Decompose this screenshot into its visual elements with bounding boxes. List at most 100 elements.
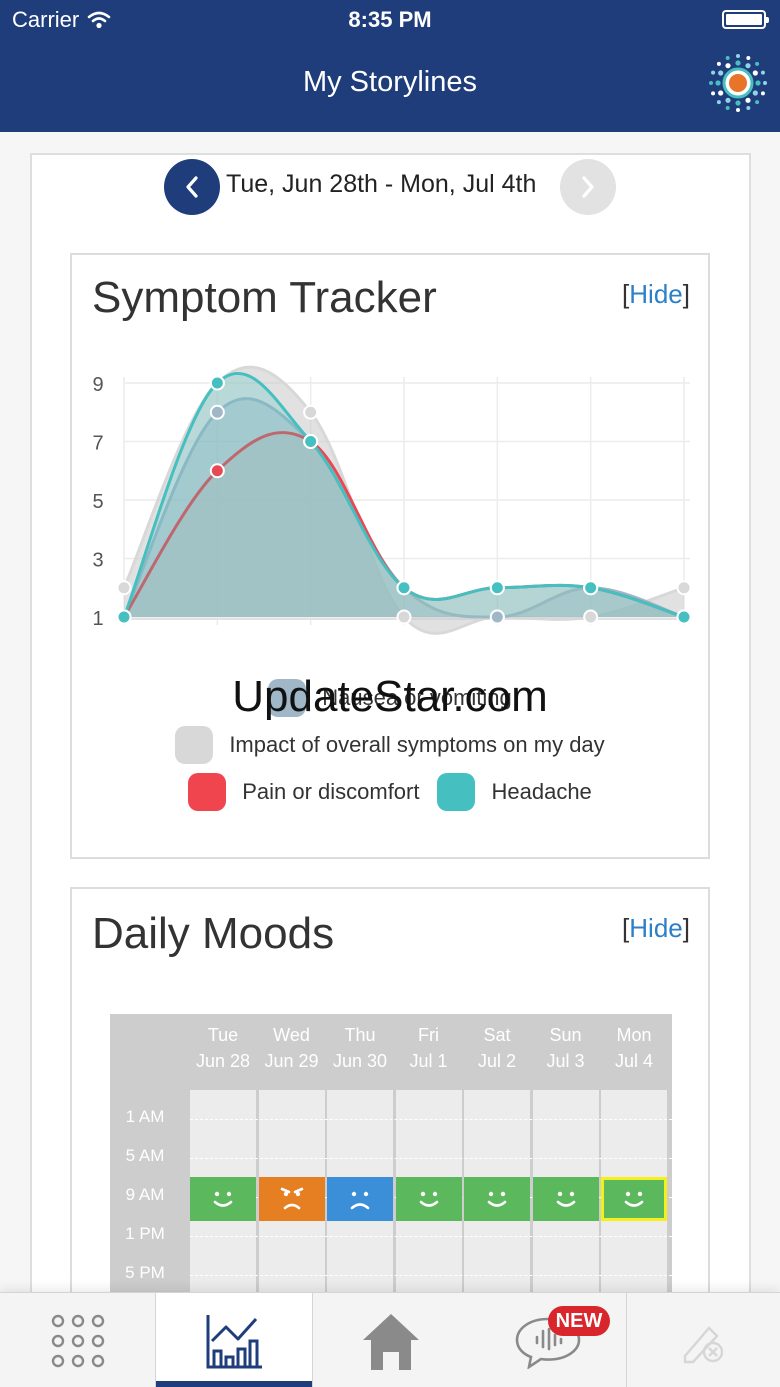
day-date: Jul 4: [614, 1051, 654, 1071]
time-row-line: [190, 1275, 672, 1276]
day-date: Jul 2: [477, 1051, 517, 1071]
day-date: Jul 3: [546, 1051, 585, 1071]
time-label: 5 PM: [125, 1263, 165, 1282]
point-impact-of-overall-symptoms-on-my-day[interactable]: [583, 609, 599, 625]
day-name: Mon: [616, 1025, 652, 1045]
legend-swatch-nausea: [268, 679, 307, 717]
time-label: 5 AM: [125, 1146, 165, 1165]
day-date: Jun 30: [332, 1051, 388, 1071]
legend-swatch-impact: [175, 726, 214, 764]
y-tick-label: 7: [92, 433, 103, 455]
symptom-tracker-hide-link[interactable]: [Hide]: [622, 279, 690, 310]
hide-label[interactable]: Hide: [629, 913, 683, 943]
legend-label-headache: Headache: [491, 779, 592, 804]
mood-entry-sad[interactable]: [327, 1177, 393, 1221]
point-headache[interactable]: [489, 580, 505, 596]
new-badge: NEW: [548, 1306, 610, 1336]
point-nausea-or-vomiting[interactable]: [489, 609, 505, 625]
day-date: Jun 28: [195, 1051, 251, 1071]
day-name: Tue: [207, 1025, 239, 1045]
mood-entry-happy[interactable]: [532, 1177, 599, 1221]
previous-week-button[interactable]: [164, 159, 220, 215]
symptom-tracker-panel: Symptom Tracker [Hide] 1 3 5 7 9 Nausea or v…: [70, 253, 710, 859]
mood-entry-happy[interactable]: [601, 1177, 667, 1221]
line-headache: [122, 371, 685, 619]
point-nausea-or-vomiting[interactable]: [209, 404, 225, 420]
mood-entry-happy[interactable]: [464, 1177, 530, 1221]
legend-row-2: Impact of overall symptoms on my day: [72, 726, 708, 764]
symptom-tracker-title: Symptom Tracker: [92, 273, 437, 322]
tab-separator: [312, 1293, 313, 1387]
point-headache[interactable]: [583, 580, 599, 596]
tab-separator: [155, 1293, 156, 1387]
smiley-sad-icon: [350, 1191, 370, 1210]
legend-item-headache[interactable]: Headache: [437, 773, 592, 811]
smiley-happy-icon: [213, 1191, 233, 1207]
point-headache[interactable]: [303, 434, 319, 449]
y-tick-label: 1: [92, 608, 103, 630]
carrier-label: Carrier: [12, 7, 80, 32]
daily-moods-panel: Daily Moods [Hide] Tue Jun 28 Wed Jun 29 Thu…: [70, 887, 710, 1327]
day-header: Fri Jul 1: [396, 1022, 462, 1074]
day-name: Sat: [483, 1025, 511, 1045]
point-headache[interactable]: [116, 609, 132, 625]
point-impact-of-overall-symptoms-on-my-day[interactable]: [676, 580, 692, 596]
time-label: 1 PM: [125, 1224, 165, 1243]
day-header: Sat Jul 2: [464, 1022, 530, 1074]
bar-chart-icon: [206, 1314, 262, 1368]
status-bar: Carrier 8:35 PM: [0, 0, 780, 38]
tab-home[interactable]: [313, 1293, 469, 1387]
mood-entry-happy[interactable]: [190, 1177, 256, 1221]
point-headache[interactable]: [676, 609, 692, 625]
point-headache[interactable]: [209, 375, 225, 391]
smiley-happy-icon: [556, 1191, 575, 1207]
date-range-label: Tue, Jun 28th - Mon, Jul 4th: [226, 170, 537, 198]
day-name: Thu: [344, 1025, 376, 1045]
y-tick-label: 3: [92, 550, 103, 572]
day-header: Thu Jun 30: [327, 1022, 393, 1074]
legend-swatch-pain: [188, 773, 227, 811]
chevron-left-icon: [186, 176, 198, 198]
time-row-line: [190, 1119, 672, 1120]
app-logo-icon[interactable]: [708, 52, 768, 114]
edit-cancel-icon: [683, 1325, 723, 1363]
legend-item-impact[interactable]: Impact of overall symptoms on my day: [175, 726, 605, 764]
mood-entry-angry[interactable]: [258, 1177, 325, 1221]
point-impact-of-overall-symptoms-on-my-day[interactable]: [396, 609, 412, 625]
smiley-angry-icon: [280, 1187, 303, 1210]
point-headache[interactable]: [396, 580, 412, 596]
tab-menu[interactable]: [0, 1293, 156, 1387]
clock: 8:35 PM: [348, 7, 432, 32]
y-tick-label: 9: [92, 374, 103, 396]
home-icon: [363, 1313, 419, 1370]
time-label: 1 AM: [125, 1107, 165, 1126]
smiley-happy-icon: [419, 1191, 438, 1207]
day-name: Sun: [549, 1025, 582, 1045]
carrier-indicator: Carrier: [12, 7, 111, 33]
next-week-button[interactable]: [560, 159, 616, 215]
legend-item-nausea[interactable]: Nausea or vomiting: [268, 679, 512, 717]
tab-storylines[interactable]: [156, 1293, 312, 1387]
point-pain-or-discomfort[interactable]: [209, 463, 225, 479]
day-header: Mon Jul 4: [601, 1022, 667, 1074]
nav-bar: My Storylines: [0, 38, 780, 132]
tab-messages[interactable]: [470, 1293, 626, 1387]
symptom-chart: 1 3 5 7 9: [92, 365, 692, 635]
daily-moods-hide-link[interactable]: [Hide]: [622, 913, 690, 944]
legend-swatch-headache: [437, 773, 476, 811]
day-header: Tue Jun 28: [190, 1022, 256, 1074]
hide-bracket-close: ]: [682, 913, 690, 943]
legend-item-pain[interactable]: Pain or discomfort: [188, 773, 419, 811]
chevron-right-icon: [582, 176, 594, 198]
hide-bracket-open: [: [622, 279, 630, 309]
mood-entry-happy[interactable]: [395, 1177, 462, 1221]
point-impact-of-overall-symptoms-on-my-day[interactable]: [116, 580, 132, 596]
tab-disabled-action[interactable]: [627, 1293, 780, 1387]
smiley-happy-icon: [624, 1191, 644, 1207]
point-impact-of-overall-symptoms-on-my-day[interactable]: [303, 404, 319, 420]
day-date: Jun 29: [264, 1051, 319, 1071]
hide-label[interactable]: Hide: [629, 279, 683, 309]
hide-bracket-close: ]: [682, 279, 690, 309]
tab-bar: [0, 1292, 780, 1387]
legend-label-nausea: Nausea or vomiting: [322, 685, 512, 710]
